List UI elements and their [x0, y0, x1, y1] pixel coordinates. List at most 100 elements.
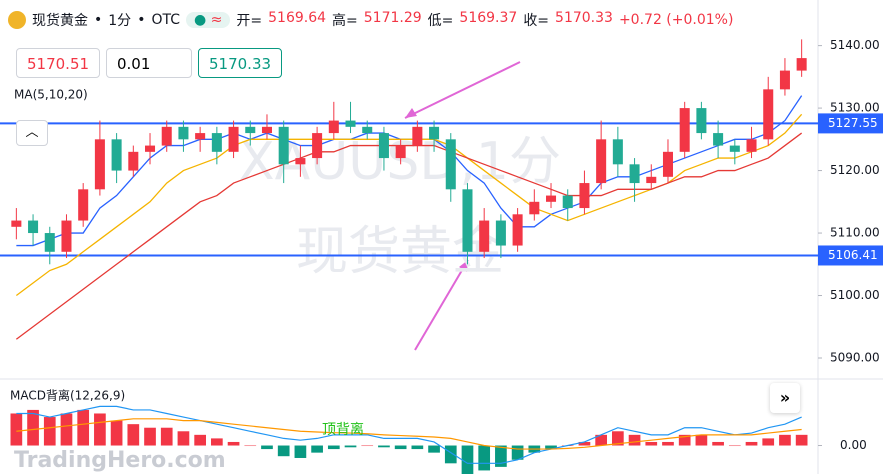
- macd-bar: [227, 441, 240, 446]
- arrow: [414, 259, 469, 351]
- candle-body: [295, 158, 306, 165]
- macd-bar: [762, 438, 775, 446]
- candle-body: [245, 126, 256, 134]
- candle-body: [763, 89, 774, 140]
- macd-bar: [160, 427, 173, 446]
- macd-bar: [461, 445, 474, 474]
- dot: •: [137, 12, 146, 28]
- candle-body: [328, 120, 339, 134]
- candle-body: [345, 120, 356, 127]
- macd-bar: [378, 445, 390, 448]
- macd-bar: [311, 445, 323, 453]
- candle-body: [696, 108, 707, 134]
- candle-body: [61, 220, 72, 252]
- ma-line: [15, 132, 803, 340]
- macd-bar: [478, 445, 491, 471]
- candle-body: [746, 139, 757, 152]
- y-tick-label: 5100.00: [830, 288, 880, 302]
- candle-body: [629, 164, 640, 184]
- macd-bar: [578, 441, 591, 446]
- macd-bar: [444, 445, 457, 464]
- macd-line: [16, 405, 802, 464]
- watermark: 现货黄金: [296, 222, 504, 282]
- macd-bar: [779, 434, 791, 446]
- candle-body: [562, 195, 573, 209]
- ma-line: [15, 113, 803, 297]
- macd-bar: [695, 434, 708, 446]
- sell-price[interactable]: 5170.51: [16, 48, 100, 78]
- macd-bar: [127, 424, 140, 446]
- candle-body: [596, 139, 607, 184]
- candle-body: [512, 214, 523, 246]
- quote-value: 5170.33: [555, 10, 613, 26]
- candle-body: [445, 139, 456, 190]
- candle-body: [729, 145, 740, 152]
- y-tick-label: 0.00: [840, 438, 867, 452]
- macd-bar: [495, 445, 507, 467]
- level-label-bg: [818, 245, 883, 266]
- macd-bar: [595, 434, 607, 446]
- macd-bar: [545, 445, 557, 450]
- y-tick-label: 5130.00: [830, 101, 880, 115]
- macd-bar: [261, 445, 273, 450]
- candle-body: [11, 220, 22, 227]
- symbol: 现货黄金: [32, 13, 88, 29]
- macd-bar: [662, 441, 674, 446]
- spread[interactable]: 0.01: [106, 48, 192, 78]
- macd-bar: [327, 445, 340, 450]
- macd-bar: [294, 445, 307, 458]
- macd-bar: [211, 438, 223, 446]
- macd-bar: [43, 417, 56, 446]
- macd-bar: [144, 427, 156, 446]
- candle-body: [779, 70, 790, 90]
- candle-body: [195, 133, 206, 140]
- candle-body: [479, 220, 490, 252]
- macd-line: [16, 418, 802, 450]
- level-label-bg: [818, 113, 883, 134]
- macd-bar: [10, 413, 23, 446]
- scroll-button[interactable]: »: [770, 383, 800, 413]
- market-status[interactable]: ● ≈: [185, 12, 231, 28]
- macd-bar: [394, 445, 407, 450]
- candle-body: [646, 176, 657, 184]
- candle-body: [362, 126, 373, 134]
- candle-body: [395, 145, 406, 159]
- macd-bar: [77, 409, 90, 446]
- macd-bar: [361, 445, 374, 447]
- annotation: 顶背离: [322, 421, 364, 438]
- symbol-header: 现货黄金 • 1分 • OTC ● ≈ 开= 5169.64 高= 5171.29 低= 51…: [8, 10, 733, 30]
- buy-price[interactable]: 5170.33: [198, 48, 282, 78]
- candle-body: [94, 139, 105, 190]
- macd-bar: [628, 434, 641, 446]
- macd-bar: [612, 431, 624, 446]
- candle-body: [261, 126, 272, 134]
- interval: 1分: [108, 13, 132, 29]
- macd-bar: [712, 441, 724, 446]
- macd-bar: [678, 434, 691, 446]
- quote-label: 收=: [523, 13, 550, 29]
- macd-bar: [244, 445, 257, 447]
- macd-bar: [411, 445, 424, 450]
- candle-body: [529, 201, 540, 215]
- macd-bar: [511, 445, 524, 460]
- candle-body: [713, 133, 724, 146]
- candle-body: [78, 189, 89, 221]
- candle-body: [412, 126, 423, 146]
- change: +0.72 (+0.01%): [618, 12, 734, 28]
- y-tick-label: 5110.00: [830, 226, 880, 240]
- macd-bar: [110, 420, 123, 446]
- candle-body: [178, 126, 189, 140]
- collapse-button[interactable]: ︿: [16, 120, 48, 146]
- candle-body: [662, 151, 673, 177]
- level-label: 5127.55: [828, 116, 878, 130]
- candle-body: [278, 126, 289, 165]
- macd-bar: [645, 441, 658, 446]
- macd-bar: [745, 441, 758, 446]
- y-tick-label: 5120.00: [830, 163, 880, 177]
- quote-label: 开=: [236, 13, 263, 29]
- arrow-head: [405, 108, 417, 118]
- y-tick-label: 5140.00: [830, 38, 880, 52]
- arrow: [404, 61, 521, 119]
